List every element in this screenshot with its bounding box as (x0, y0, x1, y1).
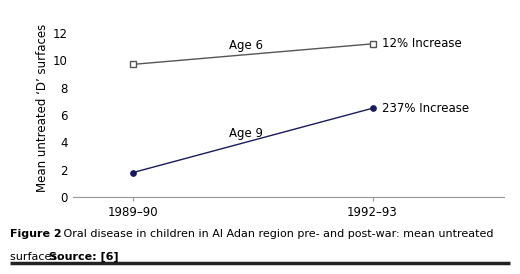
Text: Figure 2: Figure 2 (10, 229, 62, 239)
Text: Age 6: Age 6 (229, 39, 263, 52)
Text: 12% Increase: 12% Increase (382, 37, 462, 50)
Text: Oral disease in children in Al Adan region pre- and post-war: mean untreated: Oral disease in children in Al Adan regi… (60, 229, 493, 239)
Text: Source: [6]: Source: [6] (49, 252, 119, 262)
Text: 237% Increase: 237% Increase (382, 102, 469, 115)
Text: Age 9: Age 9 (229, 127, 263, 140)
Y-axis label: Mean untreated ‘D’ surfaces: Mean untreated ‘D’ surfaces (36, 24, 49, 192)
Text: surfaces.: surfaces. (10, 252, 64, 262)
